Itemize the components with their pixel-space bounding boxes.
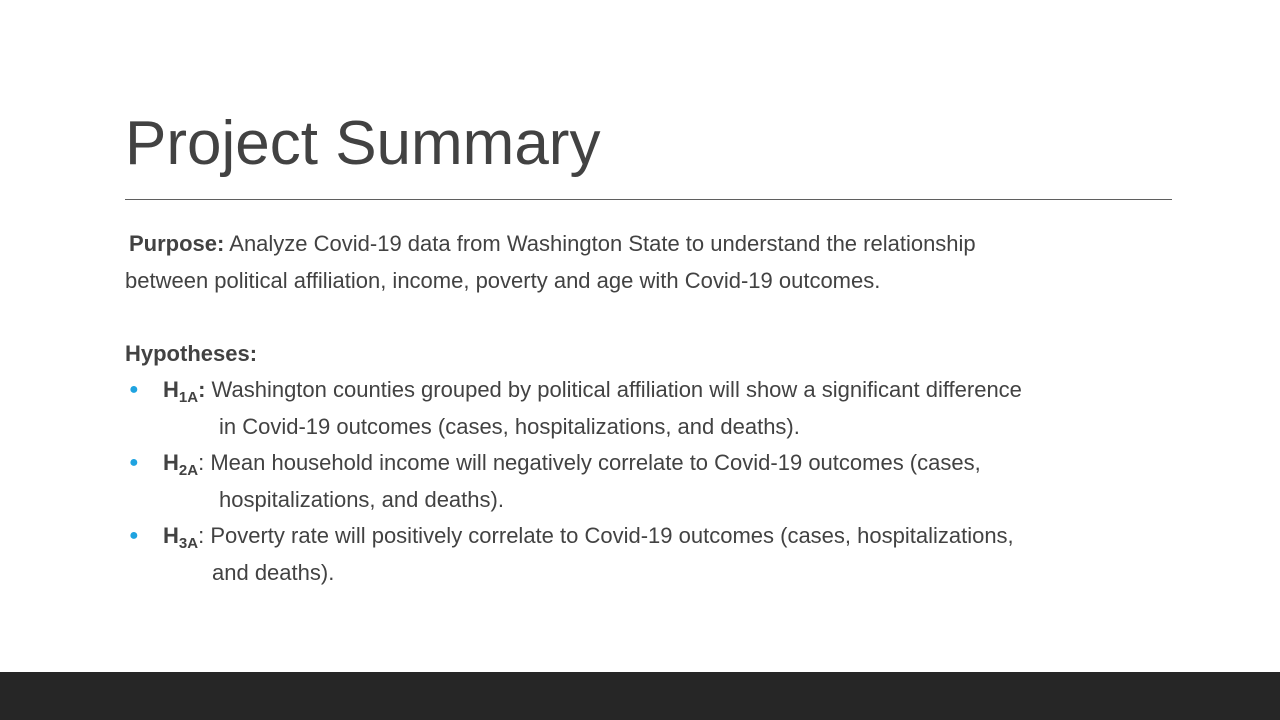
hypothesis-item-1: ● H1A: Washington counties grouped by po… xyxy=(125,372,1185,445)
purpose-line-1: Purpose: Analyze Covid-19 data from Wash… xyxy=(125,231,976,256)
title-divider xyxy=(125,199,1172,200)
hypothesis-2-text-line-2: hospitalizations, and deaths). xyxy=(219,486,504,512)
bullet-dot-icon: ● xyxy=(129,527,139,544)
hypothesis-3-text-line-2: and deaths). xyxy=(212,559,335,585)
slide-body: Purpose: Analyze Covid-19 data from Wash… xyxy=(125,226,1185,591)
hypothesis-1-subscript: 1A xyxy=(178,389,199,406)
hypothesis-1-label: H1A: xyxy=(163,377,206,406)
hypothesis-1-text-line-2: in Covid-19 outcomes (cases, hospitaliza… xyxy=(219,413,800,439)
hypothesis-3-line-1: H3A: Poverty rate will positively correl… xyxy=(163,523,1014,552)
hypothesis-item-2: ● H2A: Mean household income will negati… xyxy=(125,445,1185,518)
hypotheses-list: ● H1A: Washington counties grouped by po… xyxy=(125,372,1185,591)
hypothesis-2-label: H2A xyxy=(163,450,199,479)
footer-bar xyxy=(0,672,1280,720)
hypothesis-2-line-1: H2A: Mean household income will negative… xyxy=(163,450,981,479)
hypothesis-2-text-line-1: Mean household income will negatively co… xyxy=(210,450,981,475)
slide-title: Project Summary xyxy=(125,109,601,178)
hypothesis-3-subscript: 3A xyxy=(178,535,199,552)
bullet-dot-icon: ● xyxy=(129,381,139,398)
paragraph-spacer xyxy=(125,299,1185,336)
purpose-paragraph: Purpose: Analyze Covid-19 data from Wash… xyxy=(125,226,1185,299)
hypothesis-3-text-line-1: Poverty rate will positively correlate t… xyxy=(210,523,1014,548)
purpose-text-line-2: between political affiliation, income, p… xyxy=(125,267,881,293)
bullet-dot-icon: ● xyxy=(129,454,139,471)
hypothesis-2-subscript: 2A xyxy=(178,462,199,479)
purpose-text-line-1: Analyze Covid-19 data from Washington St… xyxy=(229,231,976,256)
hypothesis-1-text-line-1: Washington counties grouped by political… xyxy=(211,377,1022,402)
hypothesis-3-label: H3A xyxy=(163,523,199,552)
hypothesis-item-3: ● H3A: Poverty rate will positively corr… xyxy=(125,518,1185,591)
hypotheses-heading: Hypotheses: xyxy=(125,340,258,366)
hypothesis-1-line-1: H1A: Washington counties grouped by poli… xyxy=(163,377,1022,406)
purpose-label: Purpose: xyxy=(129,231,225,256)
